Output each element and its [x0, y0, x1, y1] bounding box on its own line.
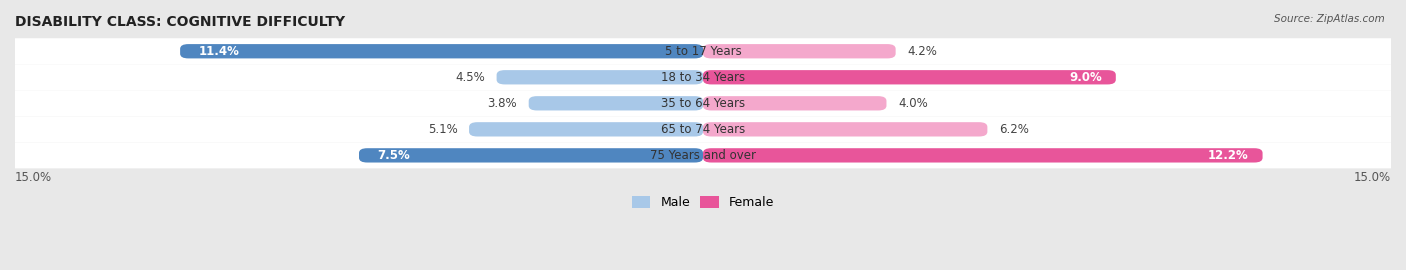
Text: 7.5%: 7.5% — [377, 149, 411, 162]
FancyBboxPatch shape — [180, 44, 703, 58]
FancyBboxPatch shape — [470, 122, 703, 137]
Text: 15.0%: 15.0% — [15, 171, 52, 184]
Text: 35 to 64 Years: 35 to 64 Years — [661, 97, 745, 110]
Text: 75 Years and over: 75 Years and over — [650, 149, 756, 162]
FancyBboxPatch shape — [496, 70, 703, 85]
Text: 6.2%: 6.2% — [998, 123, 1029, 136]
Text: Source: ZipAtlas.com: Source: ZipAtlas.com — [1274, 14, 1385, 23]
FancyBboxPatch shape — [0, 116, 1406, 142]
FancyBboxPatch shape — [359, 148, 703, 163]
FancyBboxPatch shape — [0, 64, 1406, 90]
FancyBboxPatch shape — [703, 148, 1263, 163]
FancyBboxPatch shape — [0, 90, 1406, 116]
FancyBboxPatch shape — [0, 142, 1406, 168]
Text: DISABILITY CLASS: COGNITIVE DIFFICULTY: DISABILITY CLASS: COGNITIVE DIFFICULTY — [15, 15, 344, 29]
FancyBboxPatch shape — [529, 96, 703, 110]
FancyBboxPatch shape — [703, 96, 886, 110]
Text: 4.2%: 4.2% — [907, 45, 936, 58]
Legend: Male, Female: Male, Female — [627, 191, 779, 214]
Text: 12.2%: 12.2% — [1208, 149, 1249, 162]
FancyBboxPatch shape — [703, 122, 987, 137]
Text: 15.0%: 15.0% — [1354, 171, 1391, 184]
Text: 9.0%: 9.0% — [1070, 71, 1102, 84]
Text: 3.8%: 3.8% — [488, 97, 517, 110]
Text: 65 to 74 Years: 65 to 74 Years — [661, 123, 745, 136]
FancyBboxPatch shape — [703, 70, 1116, 85]
Text: 4.5%: 4.5% — [456, 71, 485, 84]
FancyBboxPatch shape — [0, 38, 1406, 64]
Text: 5 to 17 Years: 5 to 17 Years — [665, 45, 741, 58]
Text: 5.1%: 5.1% — [427, 123, 457, 136]
FancyBboxPatch shape — [703, 44, 896, 58]
Text: 4.0%: 4.0% — [898, 97, 928, 110]
Text: 18 to 34 Years: 18 to 34 Years — [661, 71, 745, 84]
Text: 11.4%: 11.4% — [198, 45, 239, 58]
